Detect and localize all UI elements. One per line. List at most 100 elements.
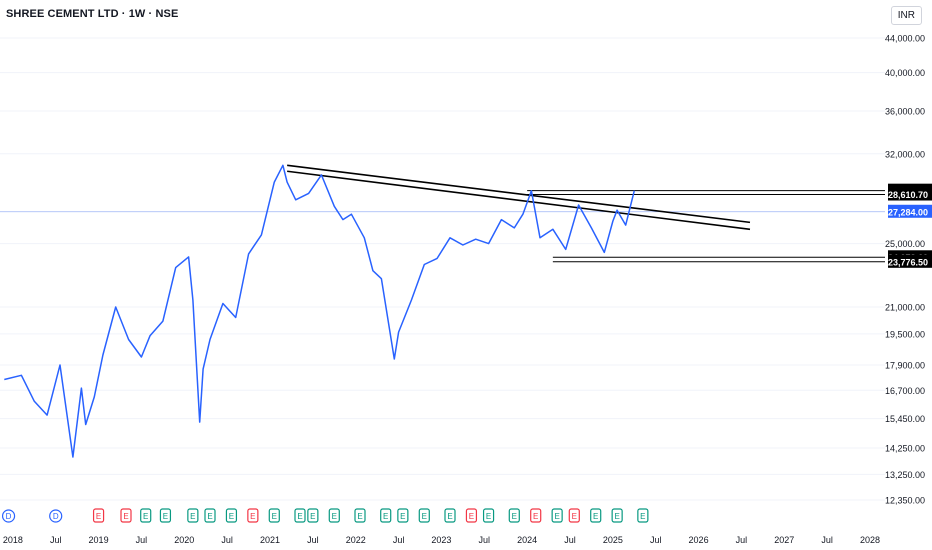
trend-line [287, 164, 751, 224]
x-tick-label: Jul [564, 535, 576, 545]
earnings-marker-label: E [190, 512, 195, 521]
earnings-marker[interactable] [140, 508, 152, 523]
earnings-marker-label: E [572, 512, 577, 521]
earnings-marker-label: E [163, 512, 168, 521]
earnings-marker[interactable] [307, 508, 319, 523]
earnings-marker[interactable] [380, 508, 392, 523]
earnings-marker-label: E [512, 512, 517, 521]
earnings-marker-label: E [123, 512, 128, 521]
earnings-marker[interactable] [465, 508, 478, 523]
earnings-marker[interactable] [637, 508, 649, 523]
earnings-marker[interactable] [92, 508, 105, 523]
trend-line [287, 170, 751, 231]
earnings-marker-label: E [593, 512, 598, 521]
level-label-box [888, 254, 932, 268]
dividend-marker[interactable] [49, 509, 63, 523]
price-series-line [4, 164, 636, 458]
y-tick-label: 17,900.00 [885, 361, 925, 371]
x-tick-label: 2026 [689, 535, 709, 545]
earnings-marker-label: E [272, 512, 277, 521]
x-tick-label: Jul [393, 535, 405, 545]
earnings-marker[interactable] [508, 508, 520, 523]
x-tick-label: Jul [736, 535, 748, 545]
earnings-marker-label: E [310, 512, 315, 521]
earnings-marker-label: E [229, 512, 234, 521]
earnings-marker[interactable] [268, 508, 280, 523]
earnings-marker[interactable] [354, 508, 366, 523]
earnings-marker-label: E [400, 512, 405, 521]
x-tick-label: 2024 [517, 535, 537, 545]
x-tick-label: 2021 [260, 535, 280, 545]
x-tick-label: 2019 [89, 535, 109, 545]
x-tick-label: Jul [479, 535, 491, 545]
y-tick-label: 12,350.00 [885, 496, 925, 506]
earnings-marker-label: E [332, 512, 337, 521]
y-tick-label: 36,000.00 [885, 106, 925, 116]
dividend-marker[interactable] [1, 509, 16, 523]
level-label: 23,776.50 [888, 257, 928, 267]
x-tick-label: 2028 [860, 535, 880, 545]
x-tick-label: 2025 [603, 535, 623, 545]
x-tick-label: Jul [307, 535, 319, 545]
earnings-marker-label: E [533, 512, 538, 521]
current-price-label: 27,284.00 [888, 207, 928, 217]
earnings-marker[interactable] [187, 508, 199, 523]
earnings-marker[interactable] [482, 508, 495, 523]
y-tick-label: 40,000.00 [885, 68, 925, 78]
earnings-marker[interactable] [328, 508, 340, 523]
x-tick-label: 2027 [774, 535, 794, 545]
y-tick-label: 25,000.00 [885, 239, 925, 249]
earnings-marker[interactable] [204, 508, 216, 523]
earnings-marker[interactable] [418, 508, 430, 523]
current-price-box [888, 204, 932, 218]
earnings-marker-label: E [143, 512, 148, 521]
chart-title: SHREE CEMENT LTD · 1W · NSE [6, 8, 179, 20]
dividend-marker-label: D [53, 512, 59, 521]
x-tick-label: Jul [221, 535, 233, 545]
earnings-marker-label: E [614, 512, 619, 521]
y-tick-label: 19,500.00 [885, 329, 925, 339]
y-tick-label: 13,250.00 [885, 470, 925, 480]
x-tick-label: Jul [136, 535, 148, 545]
earnings-marker[interactable] [530, 508, 542, 523]
x-tick-label: 2023 [431, 535, 451, 545]
earnings-marker-label: E [297, 512, 302, 521]
earnings-marker[interactable] [225, 508, 238, 523]
earnings-marker[interactable] [397, 508, 409, 523]
level-label: 28,610.70 [888, 190, 928, 200]
earnings-marker-label: E [383, 512, 388, 521]
dividend-marker-label: D [6, 512, 12, 521]
earnings-marker[interactable] [294, 508, 306, 523]
earnings-marker-label: E [469, 512, 474, 521]
y-tick-label: 44,000.00 [885, 34, 925, 44]
earnings-marker[interactable] [120, 508, 132, 523]
x-tick-label: Jul [821, 535, 833, 545]
earnings-marker[interactable] [590, 508, 602, 523]
earnings-marker[interactable] [247, 508, 259, 523]
earnings-marker[interactable] [611, 508, 623, 523]
earnings-marker-label: E [250, 512, 255, 521]
currency-selector[interactable]: INR [890, 6, 922, 25]
earnings-marker-label: E [207, 512, 212, 521]
earnings-marker-label: E [447, 512, 452, 521]
earnings-marker-label: E [640, 512, 645, 521]
y-tick-label: 16,700.00 [885, 386, 925, 396]
x-tick-label: 2020 [174, 535, 194, 545]
earnings-marker-label: E [96, 512, 101, 521]
level-label-box [888, 187, 932, 201]
earnings-marker-label: E [486, 512, 491, 521]
earnings-marker[interactable] [551, 508, 563, 523]
earnings-marker[interactable] [159, 508, 172, 523]
y-tick-label: 15,450.00 [885, 414, 925, 424]
y-tick-label: 21,000.00 [885, 302, 925, 312]
earnings-marker[interactable] [444, 508, 456, 523]
y-tick-label: 32,000.00 [885, 149, 925, 159]
y-tick-label: 14,250.00 [885, 443, 925, 453]
x-tick-label: Jul [650, 535, 662, 545]
x-tick-label: 2022 [346, 535, 366, 545]
earnings-marker-label: E [357, 512, 362, 521]
earnings-marker-label: E [554, 512, 559, 521]
earnings-marker[interactable] [568, 508, 580, 523]
